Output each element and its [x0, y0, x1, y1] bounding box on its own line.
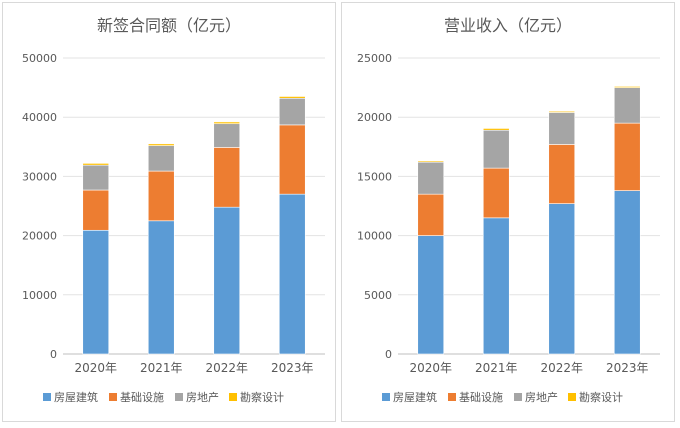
- legend-label: 房地产: [525, 390, 558, 404]
- bar-segment-基础设施: [213, 147, 241, 208]
- legend-swatch-房屋建筑: [43, 393, 51, 401]
- y-tick-label: 5000: [364, 289, 392, 302]
- x-tick-label: 2021年: [140, 361, 183, 375]
- bar-segment-勘察设计: [278, 96, 306, 99]
- bar-segment-房地产: [613, 87, 641, 124]
- bar-segment-勘察设计: [213, 121, 241, 125]
- bar-segment-房屋建筑: [213, 206, 241, 355]
- legend-swatch-基础设施: [109, 393, 117, 401]
- bar-segment-基础设施: [82, 189, 110, 231]
- legend-swatch-房屋建筑: [382, 393, 390, 401]
- bar-segment-勘察设计: [482, 128, 510, 131]
- revenue-chart: 营业收入（亿元） 0 5000 10000 15000 20000 25000 2020年 20…: [357, 16, 660, 404]
- legend-label: 房屋建筑: [54, 390, 98, 404]
- bar-segment-基础设施: [417, 193, 445, 236]
- legend-label: 勘察设计: [240, 390, 284, 404]
- bar-segment-房地产: [147, 145, 175, 172]
- x-tick-label: 2020年: [74, 361, 117, 375]
- y-tick-label: 25000: [357, 52, 392, 65]
- y-tick-label: 40000: [22, 111, 57, 124]
- legend-label: 基础设施: [459, 391, 503, 404]
- legend-label: 房地产: [186, 390, 219, 404]
- bar-segment-基础设施: [548, 144, 576, 204]
- chart-title: 营业收入（亿元）: [444, 16, 572, 35]
- bar-segment-房屋建筑: [147, 220, 175, 355]
- bar-segment-房屋建筑: [278, 193, 306, 355]
- y-tick-label: 10000: [357, 230, 392, 243]
- bar-segment-房地产: [213, 123, 241, 148]
- contract-chart: 新签合同额（亿元） 0 10000 20000 30000 40000 50000 2020年…: [22, 16, 325, 404]
- bar-segment-基础设施: [278, 124, 306, 195]
- y-tick-label: 20000: [22, 230, 57, 243]
- legend-label: 房屋建筑: [393, 390, 437, 404]
- bar-segment-勘察设计: [82, 163, 110, 166]
- x-tick-label: 2023年: [606, 361, 649, 375]
- legend-swatch-基础设施: [448, 393, 456, 401]
- legend-swatch-勘察设计: [568, 393, 576, 401]
- bar-segment-房屋建筑: [613, 190, 641, 355]
- contract-chart-panel: 新签合同额（亿元） 0 10000 20000 30000 40000 50000 2020年…: [2, 2, 336, 422]
- bar-segment-勘察设计: [147, 143, 175, 146]
- y-tick-label: 0: [50, 348, 57, 361]
- x-tick-label: 2020年: [409, 361, 452, 375]
- x-tick-label: 2022年: [540, 361, 583, 375]
- bar-segment-基础设施: [147, 170, 175, 222]
- bar-segment-房屋建筑: [482, 217, 510, 355]
- legend-swatch-房地产: [175, 393, 183, 401]
- legend-swatch-房地产: [514, 393, 522, 401]
- y-tick-label: 50000: [22, 52, 57, 65]
- legend-label: 勘察设计: [579, 390, 623, 404]
- revenue-chart-panel: 营业收入（亿元） 0 5000 10000 15000 20000 25000 2020年 20…: [341, 2, 675, 422]
- chart-title: 新签合同额（亿元）: [97, 16, 241, 35]
- bar-segment-房地产: [548, 112, 576, 145]
- x-tick-label: 2022年: [205, 361, 248, 375]
- bar-segment-基础设施: [482, 167, 510, 219]
- legend-label: 基础设施: [120, 391, 164, 404]
- bar-segment-房地产: [482, 129, 510, 169]
- bar-segment-勘察设计: [613, 86, 641, 88]
- y-tick-label: 10000: [22, 289, 57, 302]
- bar-segment-房屋建筑: [82, 229, 110, 355]
- bar-segment-房屋建筑: [417, 235, 445, 355]
- bar-segment-房地产: [278, 97, 306, 126]
- y-tick-label: 30000: [22, 170, 57, 183]
- bar-segment-房地产: [82, 164, 110, 191]
- bar-segment-基础设施: [613, 122, 641, 191]
- x-tick-label: 2023年: [271, 361, 314, 375]
- bar-segment-房屋建筑: [548, 203, 576, 355]
- y-tick-label: 20000: [357, 111, 392, 124]
- y-tick-label: 15000: [357, 170, 392, 183]
- bar-segment-勘察设计: [548, 110, 576, 113]
- x-tick-label: 2021年: [475, 361, 518, 375]
- bar-segment-房地产: [417, 161, 445, 195]
- legend-swatch-勘察设计: [229, 393, 237, 401]
- y-tick-label: 0: [385, 348, 392, 361]
- bar-segment-勘察设计: [417, 160, 445, 163]
